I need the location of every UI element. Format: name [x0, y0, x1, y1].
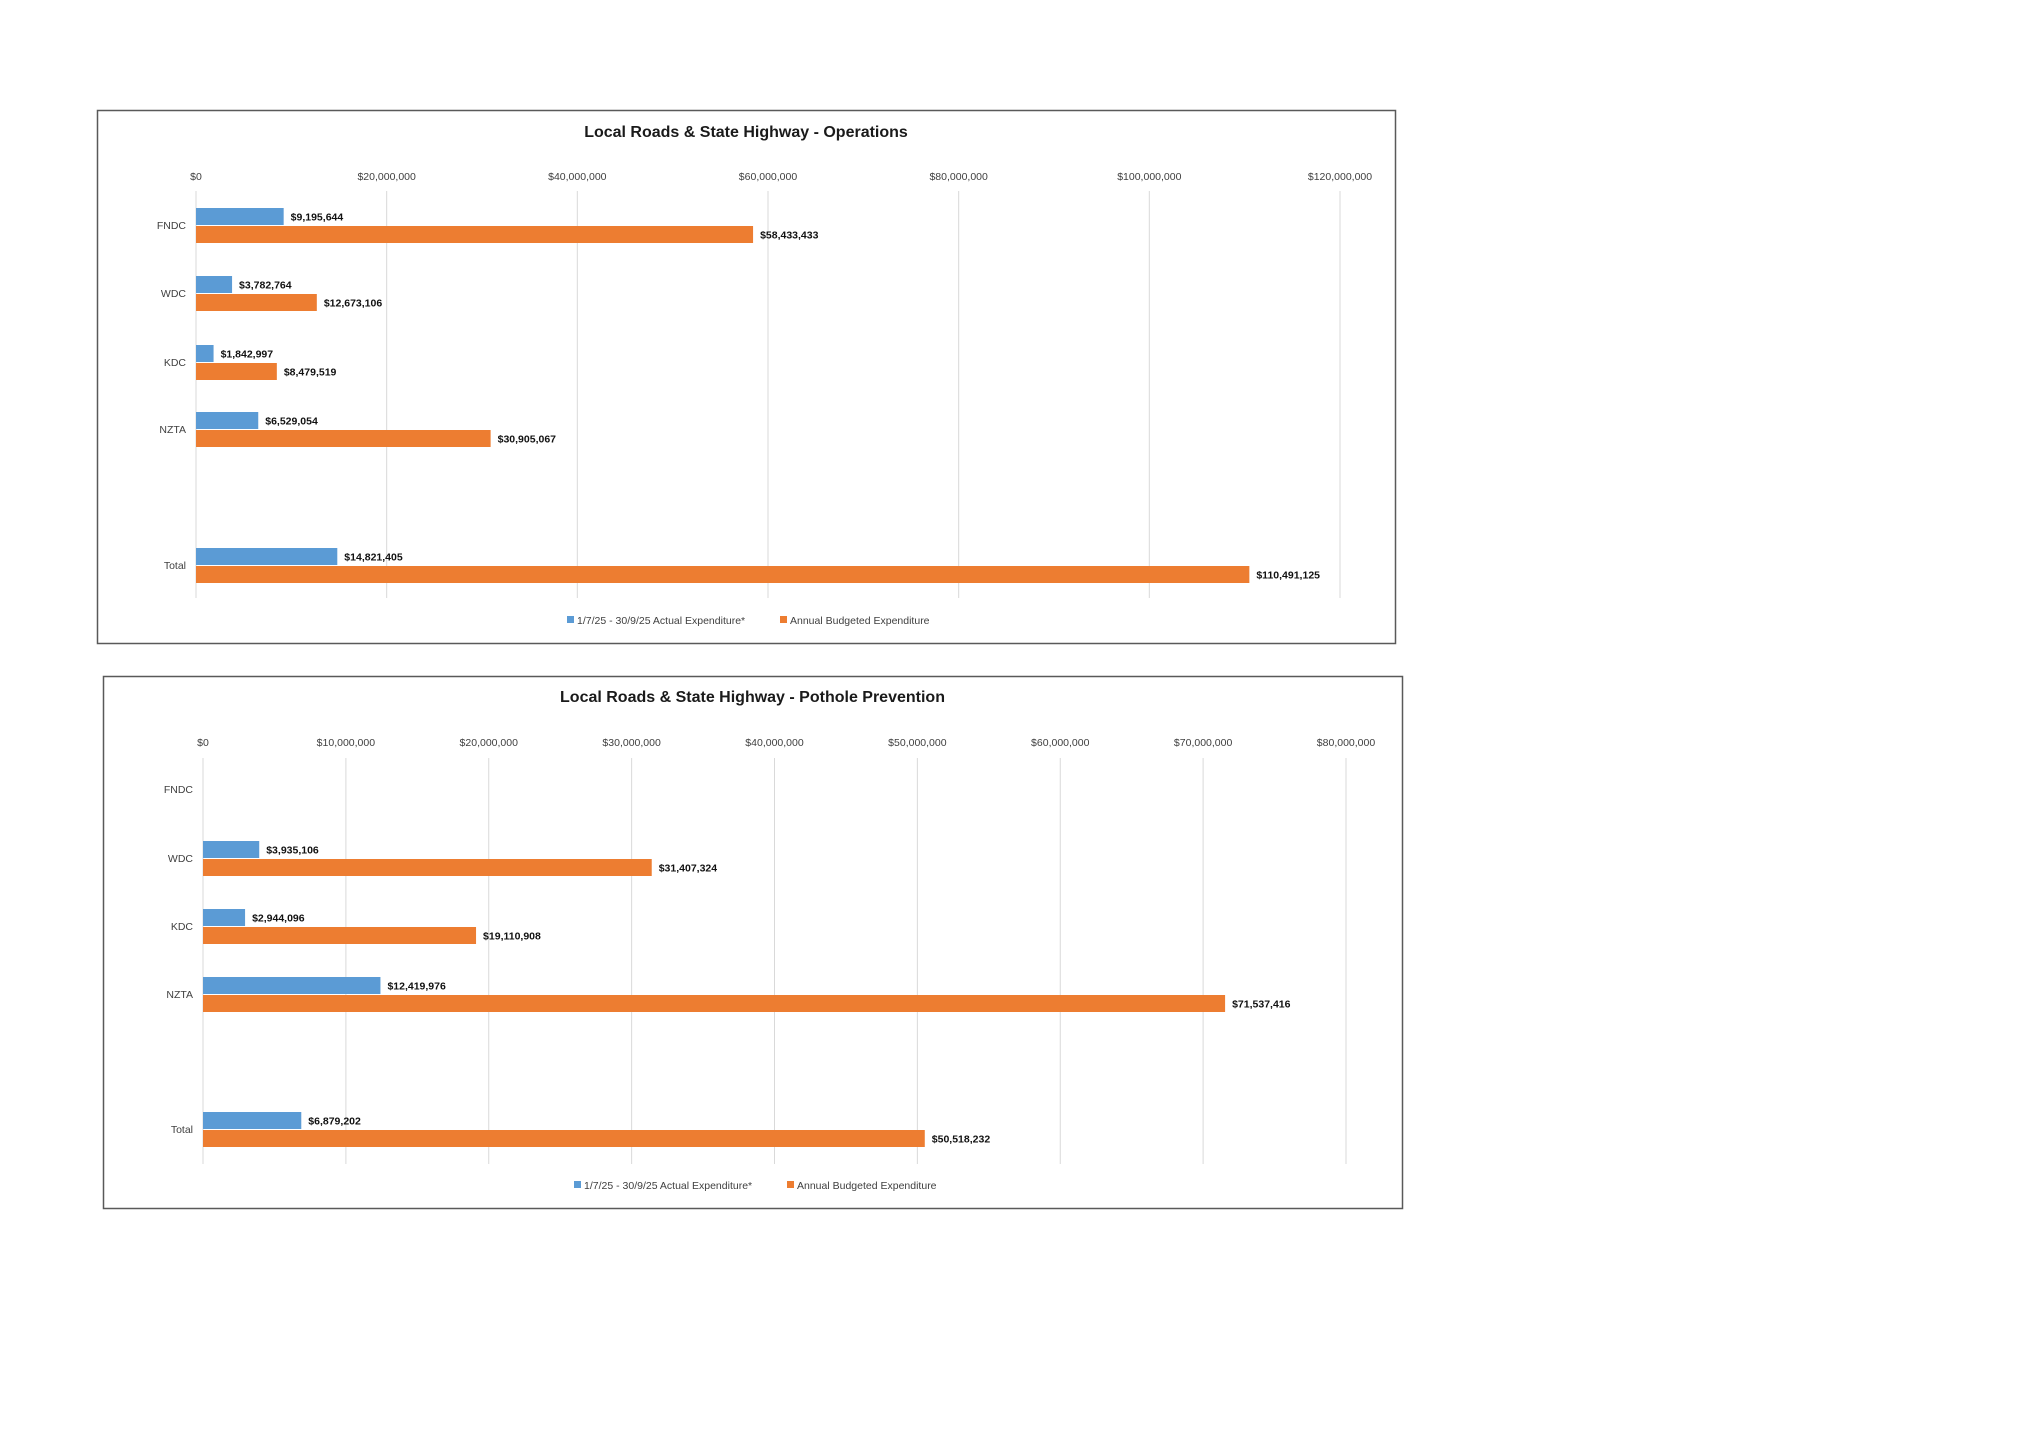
- data-label: $12,419,976: [387, 981, 446, 993]
- legend-swatch: [567, 616, 574, 623]
- x-tick-label: $40,000,000: [745, 737, 804, 749]
- category-label: KDC: [171, 921, 194, 933]
- x-tick-label: $10,000,000: [317, 737, 376, 749]
- category-label: KDC: [164, 357, 187, 369]
- actual-bar: [196, 345, 214, 362]
- x-tick-label: $40,000,000: [548, 171, 607, 183]
- x-tick-label: $30,000,000: [602, 737, 661, 749]
- data-label: $3,935,106: [266, 845, 319, 857]
- data-label: $12,673,106: [324, 298, 383, 310]
- category-label: FNDC: [157, 220, 187, 232]
- x-tick-label: $70,000,000: [1174, 737, 1233, 749]
- legend-label: Annual Budgeted Expenditure: [797, 1180, 937, 1192]
- category-label: Total: [164, 560, 186, 572]
- data-label: $3,782,764: [239, 280, 292, 292]
- budget-bar: [196, 294, 317, 311]
- data-label: $2,944,096: [252, 913, 305, 925]
- chart-title: Local Roads & State Highway - Operations: [584, 124, 908, 141]
- actual-bar: [203, 841, 260, 858]
- chart-title: Local Roads & State Highway - Pothole Pr…: [560, 689, 945, 706]
- actual-bar: [203, 1112, 302, 1129]
- x-tick-label: $120,000,000: [1308, 171, 1372, 183]
- x-tick-label: $100,000,000: [1117, 171, 1181, 183]
- data-label: $8,479,519: [284, 367, 337, 379]
- budget-bar: [203, 1130, 925, 1147]
- data-label: $50,518,232: [932, 1134, 991, 1146]
- budget-bar: [196, 430, 491, 447]
- actual-bar: [203, 909, 246, 926]
- x-tick-label: $50,000,000: [888, 737, 947, 749]
- category-label: WDC: [161, 288, 186, 300]
- budget-bar: [203, 995, 1226, 1012]
- data-label: $9,195,644: [291, 212, 344, 224]
- pothole-prevention-chart: Local Roads & State Highway - Pothole Pr…: [102, 675, 1404, 1210]
- data-label: $110,491,125: [1256, 570, 1320, 582]
- data-label: $58,433,433: [760, 230, 819, 242]
- x-tick-label: $20,000,000: [357, 171, 416, 183]
- x-tick-label: $80,000,000: [929, 171, 988, 183]
- budget-bar: [196, 566, 1250, 583]
- data-label: $6,879,202: [308, 1116, 361, 1128]
- x-tick-label: $20,000,000: [460, 737, 519, 749]
- budget-bar: [203, 859, 652, 876]
- actual-bar: [203, 977, 381, 994]
- actual-bar: [196, 276, 233, 293]
- category-label: WDC: [168, 853, 193, 865]
- category-label: Total: [171, 1124, 193, 1136]
- legend-label: Annual Budgeted Expenditure: [790, 615, 930, 627]
- data-label: $31,407,324: [659, 863, 718, 875]
- legend-label: 1/7/25 - 30/9/25 Actual Expenditure*: [584, 1180, 752, 1192]
- category-label: NZTA: [166, 989, 193, 1001]
- data-label: $71,537,416: [1232, 999, 1291, 1011]
- x-tick-label: $60,000,000: [1031, 737, 1090, 749]
- data-label: $14,821,405: [344, 552, 403, 564]
- data-label: $1,842,997: [221, 349, 274, 361]
- category-label: NZTA: [159, 424, 186, 436]
- x-tick-label: $0: [190, 171, 202, 183]
- legend-swatch: [574, 1181, 581, 1188]
- budget-bar: [203, 927, 477, 944]
- category-label: FNDC: [164, 784, 194, 796]
- actual-bar: [196, 548, 338, 565]
- data-label: $19,110,908: [483, 931, 541, 943]
- legend-label: 1/7/25 - 30/9/25 Actual Expenditure*: [577, 615, 745, 627]
- legend-swatch: [787, 1181, 794, 1188]
- x-tick-label: $60,000,000: [739, 171, 798, 183]
- x-tick-label: $0: [197, 737, 209, 749]
- legend-swatch: [780, 616, 787, 623]
- budget-bar: [196, 363, 277, 380]
- x-tick-label: $80,000,000: [1317, 737, 1376, 749]
- actual-bar: [196, 412, 259, 429]
- data-label: $30,905,067: [498, 434, 557, 446]
- budget-bar: [196, 226, 754, 243]
- actual-bar: [196, 208, 284, 225]
- operations-chart: Local Roads & State Highway - Operations…: [96, 109, 1397, 645]
- data-label: $6,529,054: [265, 416, 318, 428]
